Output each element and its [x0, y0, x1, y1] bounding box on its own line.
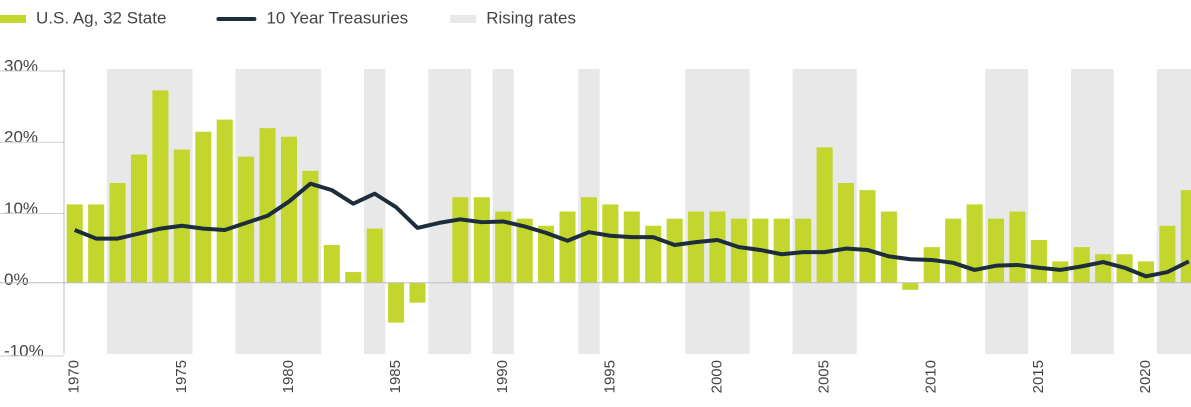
x-tick-label: 2015 [1030, 360, 1047, 393]
y-tick-label: 30% [4, 56, 38, 75]
x-tick-label: 1980 [280, 360, 297, 393]
y-tick-label: -10% [4, 341, 44, 360]
y-tick-label: 20% [4, 128, 38, 147]
bar [109, 183, 126, 283]
treasury-line [73, 181, 1190, 279]
x-tick-label: 1990 [494, 360, 511, 393]
bar [495, 211, 512, 283]
bar [302, 170, 319, 283]
bar [859, 190, 876, 283]
bar [1095, 254, 1112, 283]
bar [452, 197, 469, 283]
rising-rates-span [1071, 69, 1114, 354]
x-tick-label: 1985 [387, 360, 404, 393]
bar [880, 211, 897, 283]
rising-rates-span [363, 69, 386, 354]
bar [1030, 240, 1047, 283]
legend-swatch [216, 17, 257, 21]
bar [280, 136, 298, 283]
bar [773, 218, 790, 283]
bar [902, 282, 919, 290]
x-tick-label: 2020 [1137, 360, 1154, 393]
bar [66, 204, 83, 283]
legend-swatch [450, 15, 477, 23]
bar [538, 225, 555, 283]
x-tick-label: 2005 [816, 360, 833, 393]
bar [688, 211, 705, 283]
bar [216, 119, 233, 283]
legend-label: 10 Year Treasuries [266, 8, 408, 27]
bar [709, 211, 726, 283]
y-tick-label: 10% [4, 199, 38, 218]
bar [838, 183, 855, 283]
bar [923, 247, 940, 283]
bar [173, 149, 190, 283]
legend-label: Rising rates [486, 8, 576, 27]
bar [987, 218, 1005, 283]
bar [259, 128, 276, 283]
bar [645, 225, 662, 283]
bar [1009, 211, 1026, 283]
x-tick-label: 1975 [173, 360, 190, 393]
bar [130, 154, 148, 283]
legend-swatch [0, 15, 26, 23]
x-tick-label: 2000 [708, 360, 725, 393]
bar [730, 218, 747, 283]
x-tick-label: 1995 [601, 360, 618, 393]
bar [238, 156, 255, 283]
axes-layer: -10% 0% 10% 20% 30% 1970 1975 1980 1985 1990 1995 2… [0, 56, 1191, 393]
bar [1180, 190, 1191, 283]
bar [945, 218, 962, 283]
bar [88, 204, 105, 283]
bar [388, 282, 405, 323]
line-layer [73, 181, 1190, 279]
bar [323, 244, 340, 283]
bar [195, 131, 212, 283]
bar [966, 204, 983, 283]
bar [666, 218, 683, 283]
bar [152, 90, 169, 283]
legend-label: U.S. Ag, 32 State [36, 8, 166, 27]
bar [580, 197, 597, 283]
bar [1052, 261, 1069, 283]
bar [602, 204, 619, 283]
bar [559, 211, 576, 283]
bar [473, 197, 490, 283]
bar [345, 272, 362, 283]
bar [816, 147, 833, 283]
bar [409, 282, 426, 303]
bar [516, 218, 533, 283]
bar [366, 228, 383, 283]
y-tick-label: 0% [4, 270, 29, 289]
legend: U.S. Ag, 32 State 10 Year Treasuries Risin… [0, 8, 576, 27]
bar [623, 211, 640, 283]
x-tick-label: 1970 [66, 360, 83, 393]
x-tick-label: 2010 [923, 360, 940, 393]
